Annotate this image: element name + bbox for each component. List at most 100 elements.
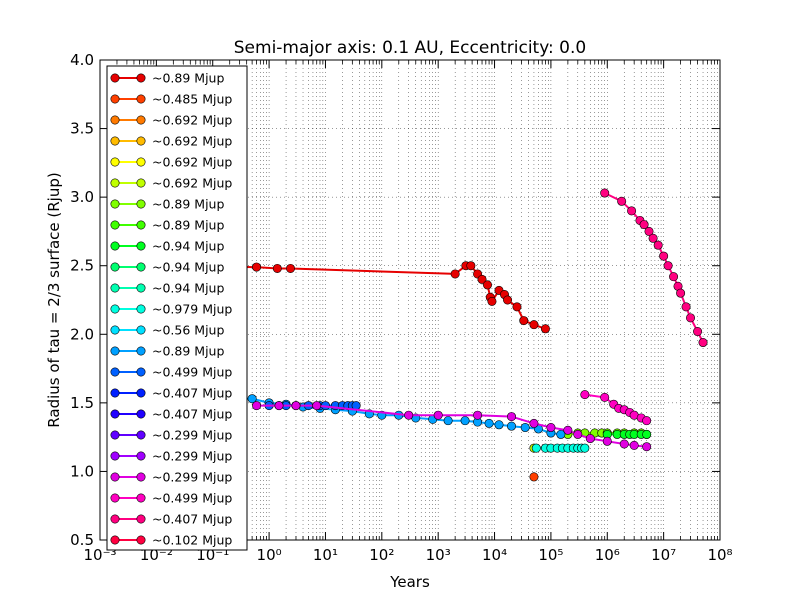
legend-marker: [136, 304, 146, 314]
data-point: [642, 442, 652, 452]
legend-entry: ~0.692 Mjup: [110, 155, 232, 170]
legend-marker: [136, 73, 146, 83]
legend-marker: [136, 178, 146, 188]
legend-entry: ~0.299 Mjup: [110, 470, 232, 485]
y-tick-label: 2.0: [70, 325, 94, 343]
x-tick-label: 10⁴: [482, 546, 507, 564]
legend-marker: [136, 493, 146, 503]
data-point: [529, 320, 539, 330]
data-point: [573, 429, 583, 439]
legend-marker: [110, 178, 120, 188]
data-point: [487, 296, 497, 306]
legend-label: ~0.499 Mjup: [152, 491, 232, 506]
data-point: [529, 418, 539, 428]
data-point: [585, 434, 595, 444]
data-point: [663, 261, 673, 271]
legend-marker: [110, 514, 120, 524]
legend-entry: ~0.407 Mjup: [110, 386, 232, 401]
data-point: [556, 429, 566, 439]
legend-marker: [136, 535, 146, 545]
legend-marker: [110, 220, 120, 230]
data-point: [291, 401, 301, 411]
legend-marker: [136, 430, 146, 440]
legend-label: ~0.94 Mjup: [152, 239, 224, 254]
data-point: [563, 425, 573, 435]
data-point: [252, 401, 262, 411]
x-tick-label: 10²: [369, 546, 394, 564]
data-point: [600, 392, 610, 402]
series-1: [529, 472, 539, 482]
legend-entry: ~0.485 Mjup: [110, 92, 232, 107]
legend-entry: ~0.692 Mjup: [110, 134, 232, 149]
legend-entry: ~0.979 Mjup: [110, 302, 232, 317]
data-point: [450, 269, 460, 279]
legend-marker: [136, 220, 146, 230]
data-point: [507, 412, 517, 422]
legend-label: ~0.102 Mjup: [152, 533, 232, 548]
data-point: [274, 401, 284, 411]
legend-label: ~0.692 Mjup: [152, 113, 232, 128]
data-point: [642, 416, 652, 426]
y-tick-label: 0.5: [70, 531, 94, 549]
data-point: [520, 423, 530, 433]
legend-label: ~0.56 Mjup: [152, 323, 224, 338]
legend-label: ~0.299 Mjup: [152, 428, 232, 443]
x-tick-label: 10⁷: [651, 546, 676, 564]
data-point: [693, 327, 703, 337]
data-point: [443, 416, 453, 426]
legend-label: ~0.94 Mjup: [152, 281, 224, 296]
data-point: [433, 410, 443, 420]
data-point: [404, 410, 414, 420]
legend-marker: [110, 325, 120, 335]
data-point: [644, 226, 654, 236]
legend-marker: [110, 94, 120, 104]
data-point: [676, 288, 686, 298]
legend-marker: [110, 409, 120, 419]
legend-entry: ~0.89 Mjup: [110, 71, 224, 86]
y-tick-label: 3.0: [70, 188, 94, 206]
legend-marker: [110, 535, 120, 545]
data-point: [602, 436, 612, 446]
legend-entry: ~0.56 Mjup: [110, 323, 224, 338]
legend-marker: [110, 157, 120, 167]
legend-entry: ~0.407 Mjup: [110, 512, 232, 527]
legend-label: ~0.89 Mjup: [152, 71, 224, 86]
y-tick-label: 1.0: [70, 462, 94, 480]
series-0: [112, 261, 550, 334]
legend-marker: [136, 136, 146, 146]
data-point: [507, 421, 517, 431]
legend-marker: [136, 409, 146, 419]
data-point: [531, 443, 541, 453]
legend-entry: ~0.692 Mjup: [110, 176, 232, 191]
legend-entry: ~0.407 Mjup: [110, 407, 232, 422]
x-tick-label: 10¹: [313, 546, 338, 564]
chart-title: Semi-major axis: 0.1 AU, Eccentricity: 0…: [234, 38, 586, 58]
y-axis-label: Radius of tau = 2/3 surface (Rjup): [45, 172, 63, 427]
legend-entry: ~0.102 Mjup: [110, 533, 232, 548]
legend-label: ~0.407 Mjup: [152, 512, 232, 527]
data-point: [617, 196, 627, 206]
legend-marker: [136, 388, 146, 398]
legend-marker: [136, 367, 146, 377]
x-tick-label: 10⁵: [538, 546, 563, 564]
data-point: [642, 429, 652, 439]
data-point: [312, 401, 322, 411]
data-point: [286, 263, 296, 273]
legend-marker: [136, 157, 146, 167]
legend-entry: ~0.299 Mjup: [110, 449, 232, 464]
legend-marker: [136, 241, 146, 251]
x-tick-label: 10⁶: [595, 546, 620, 564]
legend-label: ~0.692 Mjup: [152, 155, 232, 170]
series-21: [600, 188, 708, 348]
data-point: [639, 220, 649, 230]
data-point: [659, 251, 669, 261]
legend-marker: [110, 472, 120, 482]
legend-label: ~0.407 Mjup: [152, 386, 232, 401]
x-tick-label: 10³: [426, 546, 451, 564]
data-point: [519, 316, 529, 326]
legend-marker: [136, 451, 146, 461]
legend-label: ~0.979 Mjup: [152, 302, 232, 317]
legend-label: ~0.299 Mjup: [152, 449, 232, 464]
data-point: [466, 261, 476, 271]
